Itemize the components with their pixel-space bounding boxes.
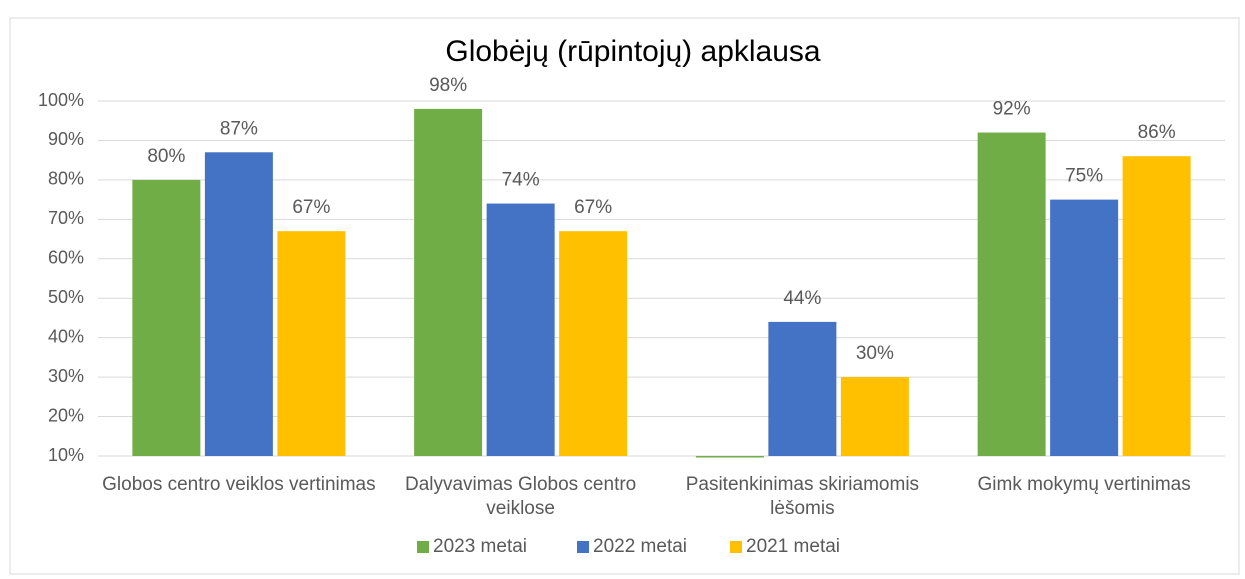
data-label: 30% [856, 343, 894, 364]
bar [695, 456, 764, 458]
x-tick-label: Gimk mokymų vertinimas [977, 474, 1191, 495]
legend-swatch [417, 541, 429, 553]
data-label: 87% [220, 118, 258, 139]
bar [1122, 156, 1191, 456]
bar [204, 152, 273, 456]
y-tick-label: 20% [48, 405, 84, 425]
chart-title: Globėjų (rūpintojų) apklausa [445, 35, 821, 68]
legend-swatch [577, 541, 589, 553]
data-label: 74% [502, 170, 540, 191]
y-tick-label: 90% [48, 129, 84, 149]
x-tick-label: Globos centro veiklos vertinimas [102, 474, 376, 495]
y-tick-label: 10% [48, 445, 84, 465]
bar [486, 203, 555, 456]
y-tick-label: 50% [48, 287, 84, 307]
y-tick-label: 40% [48, 326, 84, 346]
legend-label: 2023 metai [433, 536, 527, 557]
x-tick-label: Pasitenkinimas skiriamomis lėšomis [685, 474, 920, 519]
y-tick-label: 30% [48, 366, 84, 386]
data-label: 67% [574, 197, 612, 218]
bar [977, 132, 1046, 457]
legend-swatch [730, 541, 742, 553]
data-label: 75% [1065, 166, 1103, 187]
data-label: 98% [429, 75, 467, 96]
data-label: 67% [292, 197, 330, 218]
y-tick-label: 100% [38, 90, 84, 110]
bar [559, 231, 628, 456]
data-label: 86% [1138, 122, 1176, 143]
legend-label: 2022 metai [593, 536, 687, 557]
y-tick-label: 70% [48, 208, 84, 228]
bar [277, 231, 346, 456]
bar [414, 108, 483, 456]
data-label: 44% [783, 288, 821, 309]
x-tick-label: Dalyvavimas Globos centro veiklose [404, 474, 637, 519]
y-tick-label: 60% [48, 248, 84, 268]
legend-label: 2021 metai [746, 536, 840, 557]
data-label: 80% [147, 146, 185, 167]
bar [840, 377, 909, 456]
data-label: 92% [993, 99, 1031, 120]
bar [768, 321, 837, 456]
chart-border [9, 17, 1240, 575]
y-tick-label: 80% [48, 169, 84, 189]
bar [132, 179, 201, 456]
bar [1050, 199, 1119, 456]
